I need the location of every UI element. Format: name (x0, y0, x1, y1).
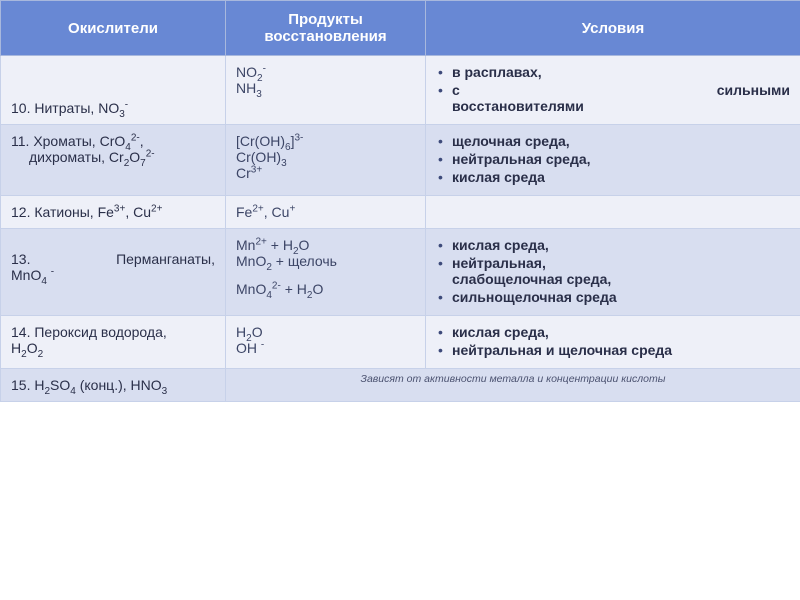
oxidizer-cations: 12. Катионы, Fe3+, Cu2+ (11, 204, 162, 220)
condition: восстановителями (452, 98, 790, 114)
product: Mn2+ + H2O (236, 237, 415, 253)
header-conditions: Условия (426, 1, 800, 56)
product: NO2- (236, 64, 415, 80)
product: MnO42- + H2O (236, 281, 415, 297)
condition: нейтральная среда, (452, 151, 591, 167)
condition: в расплавах, (452, 64, 542, 80)
table-row: 13.Перманганаты, MnO4 - Mn2+ + H2O MnO2 … (1, 229, 800, 316)
table-row: 10. Нитраты, NO3- NO2- NH3 в расплавах, … (1, 56, 800, 125)
table-row: 12. Катионы, Fe3+, Cu2+ Fe2+, Cu+ (1, 196, 800, 229)
condition: нейтральная и щелочная среда (452, 342, 672, 358)
product: Fe2+, Cu+ (236, 204, 295, 220)
product: Cr(OH)3 (236, 149, 415, 165)
oxidizer-acids: 15. H2SO4 (конц.), HNO3 (11, 377, 167, 393)
oxidizer-permanganates-formula: MnO4 - (11, 267, 215, 283)
redox-table: Окислители Продукты восстановления Услов… (0, 0, 800, 402)
oxidizer-peroxide-formula: H2O2 (11, 340, 215, 356)
oxidizer-nitrates: 10. Нитраты, NO3- (11, 100, 128, 116)
product: [Cr(OH)6]3- (236, 133, 415, 149)
product: OH - (236, 340, 415, 356)
conditions-list: в расплавах, ссильными восстановителями (436, 64, 790, 114)
conditions-list: кислая среда, нейтральная и щелочная сре… (436, 324, 790, 358)
condition: нейтральная, (452, 255, 546, 271)
condition: кислая среда (452, 169, 545, 185)
acids-note: Зависят от активности металла и концентр… (361, 373, 666, 385)
conditions-list: щелочная среда, нейтральная среда, кисла… (436, 133, 790, 185)
oxidizer-chromates: 11. Хроматы, CrO42-, (11, 133, 215, 149)
header-oxidizers: Окислители (1, 1, 226, 56)
header-products: Продукты восстановления (226, 1, 426, 56)
table-row: 14. Пероксид водорода, H2O2 H2O OH - кис… (1, 316, 800, 369)
condition: сильнощелочная среда (452, 289, 617, 305)
conditions-list: кислая среда, нейтральная, слабощелочная… (436, 237, 790, 305)
oxidizer-peroxide: 14. Пероксид водорода, (11, 324, 215, 340)
product: MnO2 + щелочь (236, 253, 415, 269)
oxidizer-dichromates: дихроматы, Cr2O72- (11, 149, 215, 165)
condition: слабощелочная среда, (452, 271, 790, 287)
product: Cr3+ (236, 165, 415, 181)
condition: ссильными (452, 82, 790, 98)
condition: кислая среда, (452, 324, 549, 340)
condition: щелочная среда, (452, 133, 570, 149)
oxidizer-permanganates: 13.Перманганаты, (11, 251, 215, 267)
table-row: 11. Хроматы, CrO42-, дихроматы, Cr2O72- … (1, 125, 800, 196)
table-row: 15. H2SO4 (конц.), HNO3 Зависят от актив… (1, 369, 800, 402)
product: H2O (236, 324, 415, 340)
condition: кислая среда, (452, 237, 549, 253)
